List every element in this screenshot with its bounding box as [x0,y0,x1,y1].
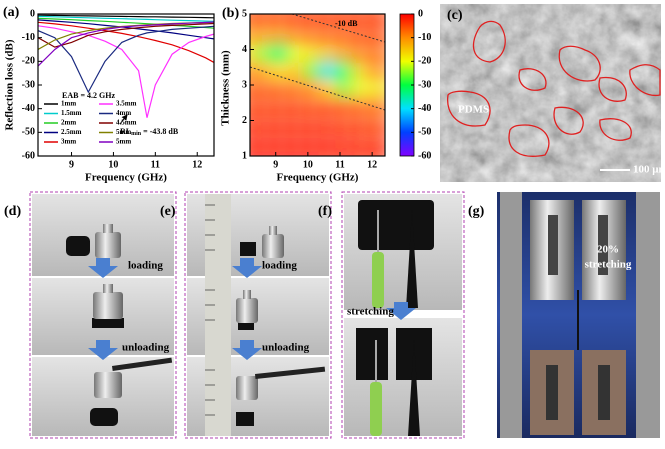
heatmap [250,14,385,156]
y-tick-label: 5 [242,8,247,19]
x-tick-label: 10 [303,159,313,170]
y-tick-label: 2 [242,115,247,126]
region-label: PDMS [458,104,489,116]
x-tick-label: 12 [192,159,202,170]
legend-label: 2mm [61,119,76,127]
x-tick-label: 9 [273,159,278,170]
series-line [38,15,214,22]
annotation-part: min [131,131,142,137]
annotation: RLmin = -43.8 dB [120,127,179,138]
colorbar-tick-label: -60 [418,150,431,161]
series-line [38,25,214,94]
series-line [38,19,214,40]
series-line [38,14,214,19]
legend-label: 4.5mm [116,119,137,127]
x-axis-label: Frequency (GHz) [85,172,167,184]
panel-label: (d) [4,204,21,219]
y-tick-label: 3 [242,79,247,90]
plot-area [38,14,214,118]
legend-label: 4mm [116,109,131,117]
caption: 20% [597,244,619,256]
series-line [38,21,214,64]
y-tick-label: 4 [242,44,247,55]
x-tick-label: 9 [69,159,74,170]
colorbar-tick-label: 0 [418,8,423,19]
y-tick-label: 0 [30,8,35,19]
colorbar-tick-label: -30 [418,79,431,90]
heatmap-cell [366,14,385,28]
panel-label: (b) [222,6,239,21]
y-tick-label: -40 [22,103,35,114]
y-tick-label: -30 [22,79,35,90]
step-label: unloading [122,342,170,354]
legend-label: 3.5mm [116,100,137,108]
scale-bar-label: 100 μm [633,164,665,176]
annotation-arrow [119,114,128,125]
sem-image [440,4,661,182]
colorbar-tick-label: -40 [418,103,431,114]
y-tick-label: -50 [22,127,35,138]
contour-line [291,14,385,43]
photo-f [344,194,462,436]
step-label: loading [128,260,163,272]
annotation: -10 dB [335,19,358,28]
heatmap-cells [250,14,385,156]
y-tick-label: -10 [22,32,35,43]
panel-frame [29,191,177,439]
panel-label: (e) [160,204,176,219]
panel-label: (a) [3,5,20,20]
annotation-part: = -43.8 dB [143,127,179,136]
photo-e [187,194,329,436]
photo-g [497,192,660,438]
caption: stretching [585,259,632,271]
colorbar-tick-label: -50 [418,127,431,138]
y-tick-label: 1 [242,150,247,161]
legend-label: 1mm [61,100,76,108]
series-line [38,22,214,48]
y-tick-label: -20 [22,56,35,67]
x-tick-label: 12 [367,159,377,170]
colorbar-tick-label: -10 [418,32,431,43]
panel-label: (g) [468,204,485,219]
series-line [38,25,214,118]
panel-frame [184,191,332,439]
annotation: EAB = 4.2 GHz [62,91,115,100]
x-tick-label: 11 [335,159,344,170]
step-label: stretching [347,306,394,318]
legend-label: 5mm [116,138,131,146]
panel-label: (f) [318,204,332,219]
photo-d [32,194,174,436]
series-line [38,21,214,67]
y-tick-label: -60 [22,150,35,161]
legend-label: 5mm [116,128,131,136]
panel-label: (c) [447,8,463,23]
legend-label: 3mm [61,138,76,146]
annotation-part: RL [120,127,131,136]
y-axis-label: Thickness (mm) [220,50,232,126]
y-axis-label: Reflection loss (dB) [4,39,16,130]
series-line [38,17,214,29]
x-tick-label: 11 [151,159,160,170]
legend-label: 2.5mm [61,128,82,136]
legend-label: 1.5mm [61,109,82,117]
colorbar-tick-label: -20 [418,56,431,67]
x-tick-label: 10 [108,159,118,170]
x-axis-label: Frequency (GHz) [277,172,359,184]
step-label: unloading [262,342,310,354]
panel-frame [341,191,465,439]
step-label: loading [262,260,297,272]
